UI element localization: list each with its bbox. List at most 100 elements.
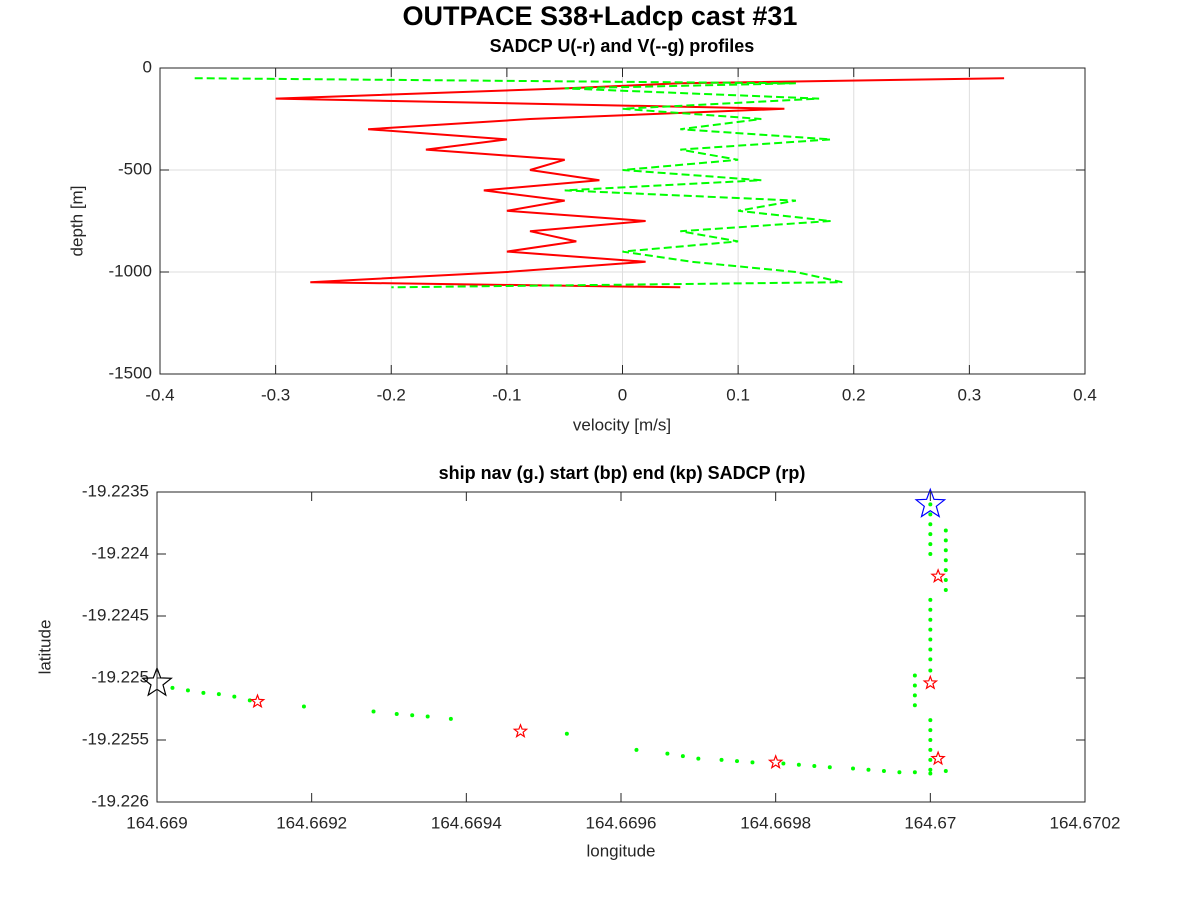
x-tick-label: 164.6696 xyxy=(586,813,657,832)
nav-point xyxy=(943,548,948,553)
y-tick-label: -1000 xyxy=(109,261,152,280)
figure-title: OUTPACE S38+Ladcp cast #31 xyxy=(403,1,798,31)
x-tick-label: 0.4 xyxy=(1073,385,1097,404)
nav-point xyxy=(928,502,933,507)
x-tick-label: 0.2 xyxy=(842,385,866,404)
nav-point xyxy=(928,718,933,723)
nav-point xyxy=(943,587,948,592)
star-marker xyxy=(922,674,939,690)
nav-point xyxy=(185,688,190,693)
x-tick-label: 164.6702 xyxy=(1050,813,1121,832)
y-tick-label: -19.226 xyxy=(91,791,149,810)
nav-point xyxy=(410,713,415,718)
x-tick-label: -0.3 xyxy=(261,385,290,404)
y-tick-label: -19.2235 xyxy=(82,481,149,500)
star-marker xyxy=(767,754,784,769)
x-tick-label: 164.6698 xyxy=(740,813,811,832)
nav-point xyxy=(448,716,453,721)
star-marker xyxy=(512,723,529,739)
nav-point xyxy=(928,637,933,642)
nav-point xyxy=(735,759,739,764)
nav-point xyxy=(881,769,886,773)
profile-line xyxy=(194,77,843,289)
nav-point xyxy=(928,728,933,733)
nav-point xyxy=(943,568,948,573)
nav-point xyxy=(928,522,933,527)
nav-point xyxy=(928,607,933,612)
nav-point xyxy=(719,757,724,762)
nav-point xyxy=(943,769,948,773)
y-tick-label: 0 xyxy=(143,57,152,76)
nav-point xyxy=(943,528,948,533)
nav-point xyxy=(912,683,917,688)
nav-point xyxy=(928,747,933,752)
star-marker xyxy=(914,487,947,518)
nav-point xyxy=(943,538,948,543)
nav-point xyxy=(928,597,933,602)
nav-point xyxy=(216,692,221,697)
x-tick-label: 164.669 xyxy=(126,813,187,832)
nav-point xyxy=(928,647,933,652)
nav-point xyxy=(912,703,917,708)
nav-point xyxy=(912,770,917,775)
x-axis-label: longitude xyxy=(586,841,655,860)
y-tick-label: -1500 xyxy=(109,363,152,382)
y-tick-label: -19.2255 xyxy=(82,729,149,748)
nav-point xyxy=(897,770,902,775)
x-tick-label: -0.1 xyxy=(492,385,521,404)
nav-point xyxy=(812,764,817,769)
x-tick-label: 164.6694 xyxy=(431,813,502,832)
bottom-title: ship nav (g.) start (bp) end (kp) SADCP … xyxy=(439,463,806,483)
nav-point xyxy=(851,766,855,771)
nav-point xyxy=(425,714,430,719)
y-axis-label: depth [m] xyxy=(67,186,86,257)
nav-point xyxy=(301,704,306,709)
nav-point xyxy=(943,558,948,563)
axes-box xyxy=(156,491,1086,803)
nav-point xyxy=(232,694,237,699)
nav-point xyxy=(928,512,933,517)
nav-point xyxy=(928,532,933,537)
profile-line xyxy=(275,77,1005,289)
top-subtitle: SADCP U(-r) and V(--g) profiles xyxy=(490,36,755,56)
y-tick-label: -19.224 xyxy=(91,543,149,562)
x-tick-label: 0.3 xyxy=(958,385,982,404)
nav-point xyxy=(201,690,206,695)
x-tick-label: 0.1 xyxy=(726,385,750,404)
nav-point xyxy=(680,754,685,759)
nav-point xyxy=(696,756,701,761)
nav-point xyxy=(634,747,639,752)
nav-point xyxy=(912,693,917,698)
star-marker xyxy=(249,693,266,709)
x-tick-label: 164.6692 xyxy=(276,813,347,832)
y-tick-label: -19.225 xyxy=(91,667,149,686)
y-tick-label: -500 xyxy=(118,159,152,178)
nav-point xyxy=(928,552,933,556)
nav-point xyxy=(928,657,933,662)
nav-point xyxy=(750,760,755,765)
nav-point xyxy=(781,761,786,766)
x-tick-label: -0.4 xyxy=(145,385,174,404)
nav-point xyxy=(796,762,801,767)
y-axis-label: latitude xyxy=(35,620,54,675)
x-tick-label: 0 xyxy=(618,385,627,404)
x-tick-label: 164.67 xyxy=(904,813,956,832)
nav-point xyxy=(564,731,569,736)
x-tick-label: -0.2 xyxy=(377,385,406,404)
nav-point xyxy=(928,738,933,742)
nav-point xyxy=(928,668,933,673)
nav-point xyxy=(928,771,933,776)
nav-point xyxy=(928,767,933,772)
star-marker xyxy=(930,750,946,766)
nav-point xyxy=(371,709,376,714)
nav-point xyxy=(394,711,399,716)
y-tick-label: -19.2245 xyxy=(82,605,149,624)
nav-point xyxy=(866,767,871,772)
nav-point xyxy=(928,627,933,632)
axes-box xyxy=(159,67,1086,375)
nav-point xyxy=(928,617,933,622)
nav-point xyxy=(928,757,933,762)
nav-point xyxy=(912,673,917,678)
nav-point xyxy=(247,698,252,703)
